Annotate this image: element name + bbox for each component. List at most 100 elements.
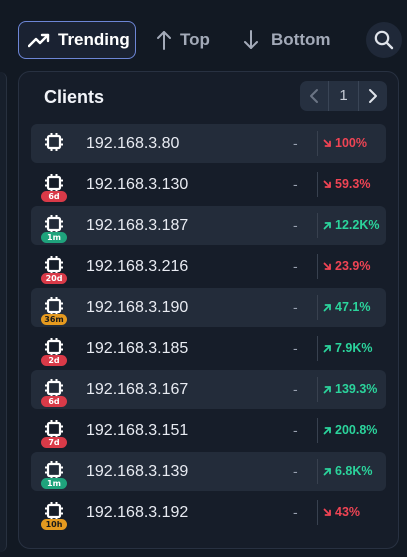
trend-up-icon: [323, 426, 335, 435]
client-value: -: [293, 258, 298, 274]
trend-down-icon: [323, 180, 335, 189]
client-value: -: [293, 504, 298, 520]
client-value: -: [293, 422, 298, 438]
client-row[interactable]: 2d 192.168.3.185 - 7.9K%: [31, 329, 386, 368]
trend-change: 139.3%: [323, 370, 377, 409]
client-value: -: [293, 299, 298, 315]
client-value: -: [293, 340, 298, 356]
trend-change: 6.8K%: [323, 452, 373, 491]
column-divider: [317, 377, 318, 402]
column-divider: [317, 213, 318, 238]
chip-icon: [42, 501, 66, 523]
client-ip: 192.168.3.167: [86, 381, 189, 398]
prev-page-button[interactable]: [300, 81, 328, 111]
tab-bottom[interactable]: Bottom: [243, 21, 330, 59]
client-ip: 192.168.3.192: [86, 504, 189, 521]
client-ip: 192.168.3.216: [86, 258, 189, 275]
chip-icon: [42, 255, 66, 277]
tab-trending[interactable]: Trending: [18, 21, 136, 59]
next-page-button[interactable]: [359, 81, 387, 111]
trend-up-icon: [323, 385, 335, 394]
client-row[interactable]: 1m 192.168.3.139 - 6.8K%: [31, 452, 386, 491]
age-badge: 6d: [41, 396, 67, 407]
client-ip: 192.168.3.139: [86, 463, 189, 480]
tab-top[interactable]: Top: [156, 21, 210, 59]
tab-label: Bottom: [271, 30, 331, 49]
column-divider: [317, 295, 318, 320]
pager: 1: [300, 81, 387, 111]
client-ip: 192.168.3.185: [86, 340, 189, 357]
client-row[interactable]: 1m 192.168.3.187 - 12.2K%: [31, 206, 386, 245]
chevron-left-icon: [310, 89, 318, 103]
client-row[interactable]: 10h 192.168.3.192 - 43%: [31, 493, 386, 532]
client-row[interactable]: 6d 192.168.3.130 - 59.3%: [31, 165, 386, 204]
client-value: -: [293, 463, 298, 479]
column-divider: [317, 418, 318, 443]
column-divider: [317, 254, 318, 279]
tab-label: Top: [180, 30, 210, 49]
trend-change: 47.1%: [323, 288, 370, 327]
client-row[interactable]: 6d 192.168.3.167 - 139.3%: [31, 370, 386, 409]
trend-down-icon: [323, 139, 335, 148]
chip-icon: [42, 214, 66, 236]
toolbar: Trending Top Bottom: [0, 0, 407, 72]
trend-change: 100%: [323, 124, 367, 163]
clients-list: 192.168.3.80 - 100% 6d 192.168.3.130 - 59.3% 1m…: [31, 124, 386, 534]
arrow-up-icon: [157, 31, 171, 50]
age-badge: 10h: [41, 519, 67, 530]
chip-icon: [42, 337, 66, 359]
trend-change: 43%: [323, 493, 360, 532]
age-badge: 2d: [41, 355, 67, 366]
client-ip: 192.168.3.187: [86, 217, 189, 234]
search-button[interactable]: [366, 22, 402, 58]
chevron-right-icon: [369, 89, 377, 103]
trend-change: 7.9K%: [323, 329, 373, 368]
client-value: -: [293, 217, 298, 233]
client-row[interactable]: 7d 192.168.3.151 - 200.8%: [31, 411, 386, 450]
trend-up-icon: [323, 221, 335, 230]
trend-change-value: 59.3%: [335, 177, 371, 191]
trend-change-value: 6.8K%: [335, 464, 373, 478]
client-ip: 192.168.3.190: [86, 299, 189, 316]
age-badge: 6d: [41, 191, 67, 202]
trend-change-value: 100%: [335, 136, 367, 150]
column-divider: [317, 131, 318, 156]
trending-up-icon: [28, 33, 50, 48]
client-value: -: [293, 176, 298, 192]
trend-change-value: 7.9K%: [335, 341, 373, 355]
column-divider: [317, 172, 318, 197]
client-ip: 192.168.3.151: [86, 422, 189, 439]
client-row[interactable]: 192.168.3.80 - 100%: [31, 124, 386, 163]
trend-change: 23.9%: [323, 247, 370, 286]
tab-label: Trending: [58, 30, 130, 49]
client-row[interactable]: 20d 192.168.3.216 - 23.9%: [31, 247, 386, 286]
trend-change-value: 43%: [335, 505, 361, 519]
chip-icon: [42, 132, 66, 154]
client-row[interactable]: 36m 192.168.3.190 - 47.1%: [31, 288, 386, 327]
trend-up-icon: [323, 467, 335, 476]
age-badge: 1m: [41, 478, 67, 489]
adjacent-panel-edge: [0, 72, 7, 552]
age-badge: 1m: [41, 232, 67, 243]
age-badge: 7d: [41, 437, 67, 448]
trend-down-icon: [323, 508, 335, 517]
column-divider: [317, 336, 318, 361]
column-divider: [317, 500, 318, 525]
trend-up-icon: [323, 344, 335, 353]
column-divider: [317, 459, 318, 484]
client-value: -: [293, 135, 298, 151]
trend-up-icon: [323, 303, 335, 312]
trend-change: 59.3%: [323, 165, 370, 204]
client-ip: 192.168.3.80: [86, 135, 180, 152]
age-badge: 36m: [41, 314, 67, 325]
trend-down-icon: [323, 262, 335, 271]
arrow-down-icon: [244, 30, 258, 49]
client-value: -: [293, 381, 298, 397]
clients-panel: Clients 1 192.168.3.80 - 100% 6d 192.168.3.1…: [18, 71, 399, 549]
trend-change-value: 12.2K%: [335, 218, 380, 232]
search-icon: [374, 30, 394, 50]
client-ip: 192.168.3.130: [86, 176, 189, 193]
trend-change: 200.8%: [323, 411, 377, 450]
trend-change-value: 47.1%: [335, 300, 371, 314]
trend-change: 12.2K%: [323, 206, 379, 245]
